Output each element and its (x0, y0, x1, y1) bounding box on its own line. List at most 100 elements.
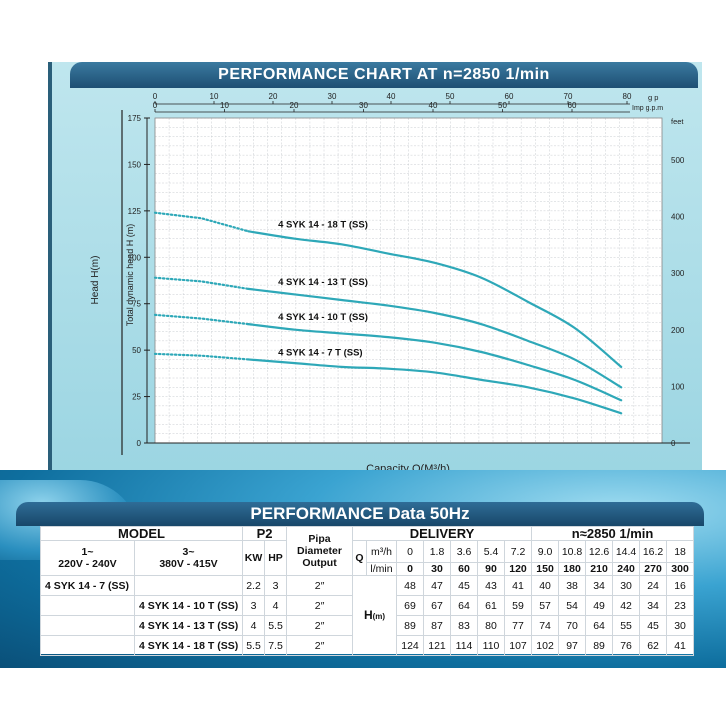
q-m3h-5: 9.0 (531, 540, 560, 563)
q-m3h-0: 0 (396, 540, 425, 563)
hp-value: 3 (264, 575, 288, 596)
top-axis-2-label: 50 (498, 101, 507, 110)
three-phase-header: 3~ 380V - 415V (133, 540, 244, 576)
pipe-value: 2″ (286, 635, 354, 656)
table-row: 4 SYK 14 - 7 (SS) 2.2 3 2″ H(m) 48 47 45… (40, 575, 695, 656)
right-axis-tick-label: 400 (671, 213, 685, 222)
h-value: 47 (423, 575, 452, 596)
h-value: 45 (450, 575, 479, 596)
top-axis-1-label: 60 (505, 92, 514, 101)
p2-header: P2 (242, 526, 288, 541)
hp-value: 7.5 (264, 635, 288, 656)
kw-header: KW (242, 540, 266, 576)
q-lmin-9: 270 (639, 562, 668, 576)
h-value: 110 (477, 635, 506, 656)
h-value: 41 (666, 635, 695, 656)
series-dotted-2 (153, 276, 250, 290)
h-value: 45 (639, 615, 668, 636)
y-tick-label: 50 (132, 346, 141, 355)
top-axis-1-label: 50 (446, 92, 455, 101)
h-value: 83 (450, 615, 479, 636)
pipe-value: 2″ (286, 615, 354, 636)
q-m3h-1: 1.8 (423, 540, 452, 563)
hp-header: HP (264, 540, 288, 576)
h-value: 89 (396, 615, 425, 636)
q-m3h-7: 12.6 (585, 540, 614, 563)
performance-table: MODEL P2 Pipa Diameter Output DELIVERY n… (39, 526, 695, 656)
top-axis-2-label: 30 (359, 101, 368, 110)
top-axis-1-label: 70 (564, 92, 573, 101)
speed-header: n≈2850 1/min (531, 526, 695, 541)
top-axis-2-label: 60 (568, 101, 577, 110)
h-value: 89 (585, 635, 614, 656)
h-value: 61 (477, 595, 506, 616)
h-value: 64 (585, 615, 614, 636)
h-value: 57 (531, 595, 560, 616)
right-axis-tick-label: 500 (671, 156, 685, 165)
kw-value: 2.2 (242, 575, 266, 596)
top-axis-1-label: 10 (210, 92, 219, 101)
h-value: 69 (396, 595, 425, 616)
h-value: 114 (450, 635, 479, 656)
chart-labels: 4 SYK 14 - 18 T (SS) 4 SYK 14 - 13 T (SS)… (278, 219, 368, 358)
top-axis-1-label: 0 (153, 92, 158, 101)
pipe-label-3: Output (302, 557, 337, 569)
q-m3h-4: 7.2 (504, 540, 533, 563)
y-tick-label: 0 (137, 439, 142, 448)
h-value: 48 (396, 575, 425, 596)
h-value: 59 (504, 595, 533, 616)
h-value: 34 (585, 575, 614, 596)
model-three (133, 575, 244, 596)
hp-value: 5.5 (264, 615, 288, 636)
table-row: 4 SYK 14 - 13 T (SS) 4 5.5 2″ 89 87 83 8… (40, 615, 695, 636)
table-row: 4 SYK 14 - 18 T (SS) 5.5 7.5 2″ 124 121 … (40, 635, 695, 656)
h-value: 41 (504, 575, 533, 596)
top-axis-2-label: 40 (429, 101, 438, 110)
series-label-3: 4 SYK 14 - 10 T (SS) (278, 312, 368, 323)
h-value: 107 (504, 635, 533, 656)
q-lmin-8: 240 (612, 562, 641, 576)
top-axis-1-label: 40 (387, 92, 396, 101)
h-value: 67 (423, 595, 452, 616)
right-axis-tick-label: 100 (671, 382, 685, 391)
kw-value: 3 (242, 595, 266, 616)
series-dotted-4 (153, 352, 250, 361)
model-single: 4 SYK 14 - 7 (SS) (40, 575, 135, 596)
h-value: 38 (558, 575, 587, 596)
model-single (40, 615, 135, 636)
model-three: 4 SYK 14 - 10 T (SS) (133, 595, 244, 616)
q-lmin-3: 90 (477, 562, 506, 576)
q-label: Q (352, 540, 368, 576)
h-value: 55 (612, 615, 641, 636)
top-axis-1-label: 20 (269, 92, 278, 101)
h-value: 87 (423, 615, 452, 636)
y-tick-label: 25 (132, 393, 141, 402)
y-tick-label: 75 (132, 300, 141, 309)
single-phase-voltage: 220V - 240V (58, 558, 117, 570)
h-value: 30 (612, 575, 641, 596)
series-dotted-3 (153, 313, 250, 326)
h-value: 30 (666, 615, 695, 636)
right-axis-tick-label: 300 (671, 269, 685, 278)
q-lmin-10: 300 (666, 562, 695, 576)
top-axis-2-label: 10 (220, 101, 229, 110)
y-tick-label: 125 (128, 207, 142, 216)
pipe-header: Pipa Diameter Output (286, 526, 354, 576)
series-label-2: 4 SYK 14 - 13 T (SS) (278, 277, 368, 288)
q-unit-lmin: l/min (366, 562, 398, 576)
hp-value: 4 (264, 595, 288, 616)
y-axis-label: Head H(m) (90, 256, 101, 305)
pipe-label-1: Pipa (308, 533, 331, 545)
pipe-value: 2″ (286, 595, 354, 616)
top-axis-1-unit: g p (648, 93, 658, 102)
three-phase-symbol: 3~ (182, 546, 195, 558)
top-axis-1-label: 30 (328, 92, 337, 101)
h-value: 49 (585, 595, 614, 616)
q-m3h-6: 10.8 (558, 540, 587, 563)
pipe-label-2: Diameter (297, 545, 342, 557)
model-single (40, 635, 135, 656)
model-header: MODEL (39, 526, 244, 541)
q-m3h-2: 3.6 (450, 540, 479, 563)
top-axis-2-unit: Imp g.p.m (632, 105, 663, 112)
